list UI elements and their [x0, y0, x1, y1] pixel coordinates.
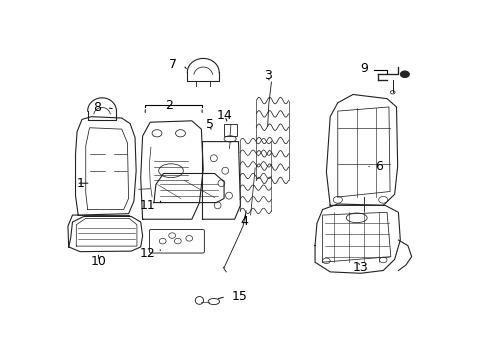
Text: 12: 12	[139, 247, 155, 260]
Text: 8: 8	[93, 101, 101, 114]
Text: 2: 2	[165, 99, 173, 112]
Text: 6: 6	[374, 160, 382, 173]
Text: 9: 9	[360, 62, 367, 75]
Circle shape	[400, 71, 408, 77]
Text: 11: 11	[140, 199, 156, 212]
Text: 10: 10	[91, 255, 107, 268]
Text: 7: 7	[169, 58, 177, 71]
Text: 4: 4	[240, 216, 248, 229]
Text: 3: 3	[263, 69, 271, 82]
Text: 14: 14	[217, 109, 232, 122]
Text: 13: 13	[352, 261, 367, 274]
Text: 1: 1	[77, 177, 85, 190]
Text: 15: 15	[231, 290, 247, 303]
Text: 5: 5	[205, 118, 213, 131]
